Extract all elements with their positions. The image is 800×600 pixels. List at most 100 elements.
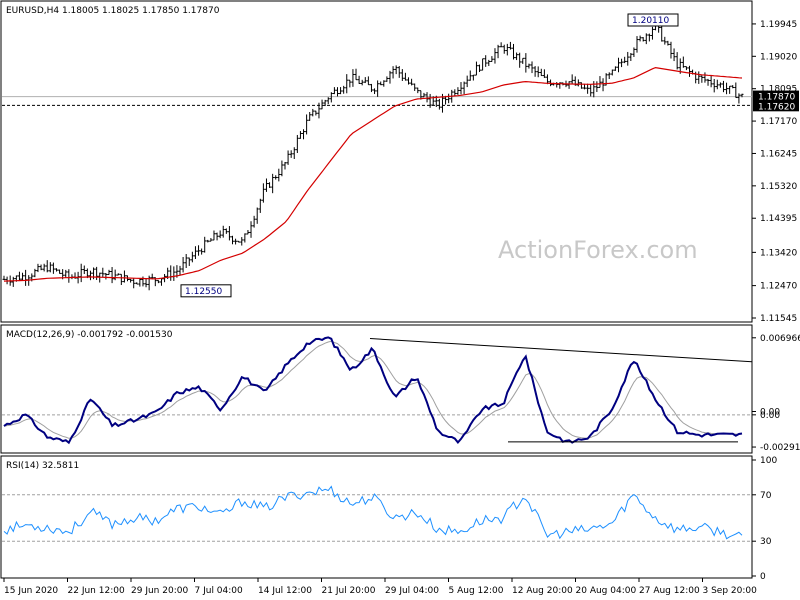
- ohlc-bar: [527, 63, 531, 69]
- ohlc-bar: [524, 53, 528, 73]
- ohlc-bar: [660, 24, 664, 42]
- ohlc-bar: [274, 175, 278, 180]
- ohlc-bar: [200, 248, 204, 255]
- x-tick-label: 5 Aug 12:00: [449, 586, 504, 596]
- ohlc-bar: [209, 238, 213, 242]
- ohlc-bar: [286, 150, 290, 165]
- price-tick-label: 1.19945: [760, 20, 797, 30]
- x-tick-label: 20 Aug 04:00: [576, 586, 637, 596]
- ohlc-bar: [366, 76, 370, 86]
- ohlc-bar: [400, 69, 404, 81]
- ohlc-bar: [82, 265, 86, 275]
- x-tick-label: 7 Jul 04:00: [195, 586, 244, 596]
- ohlc-bar: [45, 260, 49, 273]
- ohlc-bar: [715, 79, 719, 90]
- ohlc-bar: [382, 80, 386, 87]
- ohlc-bar: [227, 226, 231, 241]
- ohlc-bar: [734, 82, 738, 99]
- ohlc-bar: [215, 232, 219, 241]
- ohlc-bar: [249, 221, 253, 238]
- ohlc-bar: [258, 198, 262, 213]
- ohlc-bar: [663, 36, 667, 45]
- ohlc-bar: [122, 270, 126, 283]
- ohlc-bar: [308, 112, 312, 121]
- ohlc-bar: [490, 56, 494, 62]
- ohlc-bar: [2, 275, 6, 281]
- ohlc-bar: [329, 92, 333, 103]
- ohlc-bar: [206, 239, 210, 243]
- ohlc-bar: [261, 183, 265, 203]
- ohlc-bar: [607, 72, 611, 80]
- ohlc-bar: [289, 150, 293, 158]
- last-price-box: [753, 90, 799, 102]
- ohlc-bar: [508, 41, 512, 50]
- ohlc-bar: [354, 68, 358, 81]
- ohlc-bar: [567, 81, 571, 89]
- annotation-box: [627, 13, 679, 27]
- ohlc-bar: [465, 75, 469, 88]
- ohlc-bar: [147, 275, 151, 291]
- rsi-panel-frame: [0, 455, 753, 579]
- ohlc-bar: [481, 58, 485, 71]
- ohlc-bar: [187, 257, 191, 266]
- ohlc-bar: [193, 246, 197, 260]
- ohlc-bar: [342, 85, 346, 94]
- ohlc-bar: [129, 278, 133, 283]
- ohlc-bar: [635, 36, 639, 53]
- ohlc-bar: [104, 273, 108, 280]
- ohlc-bar: [271, 173, 275, 194]
- macd-line: [3, 336, 743, 445]
- ohlc-bar: [459, 82, 463, 95]
- ohlc-bar: [505, 43, 509, 56]
- price-y-axis: 1.19945 1.19020 1.18095 1.17170 1.16245 1.153…: [752, 20, 797, 324]
- ohlc-bar: [348, 79, 352, 88]
- ohlc-bar: [181, 257, 185, 273]
- ohlc-bar: [58, 269, 62, 274]
- ohlc-bar: [601, 78, 605, 92]
- ohlc-bar: [351, 69, 355, 87]
- macd-panel-frame: [0, 324, 753, 454]
- price-tick-label: 1.11545: [760, 314, 797, 324]
- ohlc-bar: [363, 77, 367, 84]
- ohlc-bar: [478, 64, 482, 73]
- price-tick-label: 1.13420: [760, 248, 797, 258]
- ohlc-bar: [626, 51, 630, 66]
- ohlc-bar: [728, 85, 732, 94]
- ohlc-bar: [644, 33, 648, 45]
- ohlc-bar: [487, 59, 491, 67]
- ohlc-bar: [447, 93, 451, 104]
- ohlc-bar: [425, 92, 429, 103]
- ohlc-bar: [428, 93, 432, 108]
- macd-trendline: [369, 338, 753, 363]
- ohlc-bar: [647, 33, 651, 42]
- ohlc-bar: [240, 237, 244, 246]
- ohlc-bar: [586, 83, 590, 94]
- x-tick-label: 22 Jun 12:00: [68, 586, 125, 596]
- ohlc-bar: [218, 230, 222, 239]
- x-tick-label: 14 Jul 12:00: [258, 586, 312, 596]
- ohlc-bar: [280, 160, 284, 177]
- ohlc-bar: [283, 161, 287, 170]
- ohlc-bar: [373, 88, 377, 95]
- ohlc-bar: [203, 236, 207, 253]
- ohlc-bar: [511, 43, 515, 60]
- ohlc-bar: [731, 85, 735, 89]
- ohlc-bar: [391, 66, 395, 79]
- ohlc-bar: [675, 52, 679, 70]
- last-price-label: 1.17870: [758, 93, 795, 103]
- ohlc-bar: [545, 74, 549, 85]
- ohlc-bar: [212, 230, 216, 241]
- ohlc-bar: [502, 44, 506, 54]
- ohlc-bar: [246, 229, 250, 235]
- annotation-label: 1.12550: [185, 287, 222, 297]
- ohlc-bar: [453, 89, 457, 96]
- ohlc-bar: [224, 228, 228, 234]
- ohlc-bar: [135, 282, 139, 285]
- ohlc-bar: [518, 52, 522, 68]
- ohlc-bar: [416, 87, 420, 94]
- ohlc-bar: [620, 58, 624, 68]
- ohlc-bar: [159, 278, 163, 286]
- ohlc-bar: [376, 80, 380, 97]
- price-tick-label: 1.15320: [760, 182, 797, 192]
